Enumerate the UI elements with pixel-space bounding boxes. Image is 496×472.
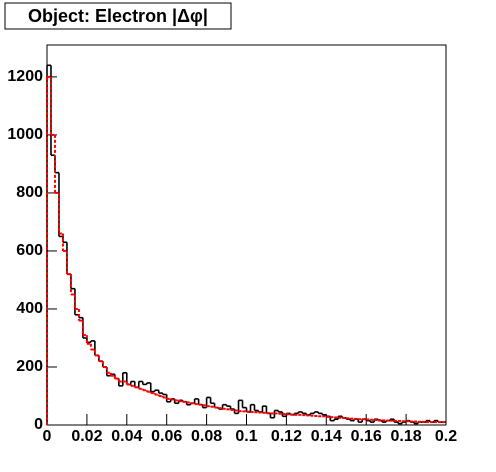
- x-tick-label: 0.02: [71, 428, 102, 445]
- y-tick-label: 1200: [7, 68, 43, 85]
- x-tick-label: 0.18: [391, 428, 422, 445]
- x-tick-label: 0.08: [191, 428, 222, 445]
- chart-title: Object: Electron |Δφ|: [28, 6, 208, 26]
- x-tick-label: 0.04: [111, 428, 142, 445]
- x-tick-label: 0.1: [235, 428, 257, 445]
- x-tick-label: 0.16: [351, 428, 382, 445]
- y-tick-label: 400: [16, 300, 43, 317]
- y-tick-label: 800: [16, 184, 43, 201]
- x-tick-label: 0.12: [271, 428, 302, 445]
- x-tick-label: 0.06: [151, 428, 182, 445]
- x-tick-label: 0: [43, 428, 52, 445]
- y-tick-label: 200: [16, 358, 43, 375]
- y-tick-label: 1000: [7, 126, 43, 143]
- x-tick-label: 0.2: [435, 428, 457, 445]
- title-box: [4, 2, 232, 30]
- y-tick-label: 0: [34, 416, 43, 433]
- y-tick-label: 600: [16, 242, 43, 259]
- x-tick-label: 0.14: [311, 428, 342, 445]
